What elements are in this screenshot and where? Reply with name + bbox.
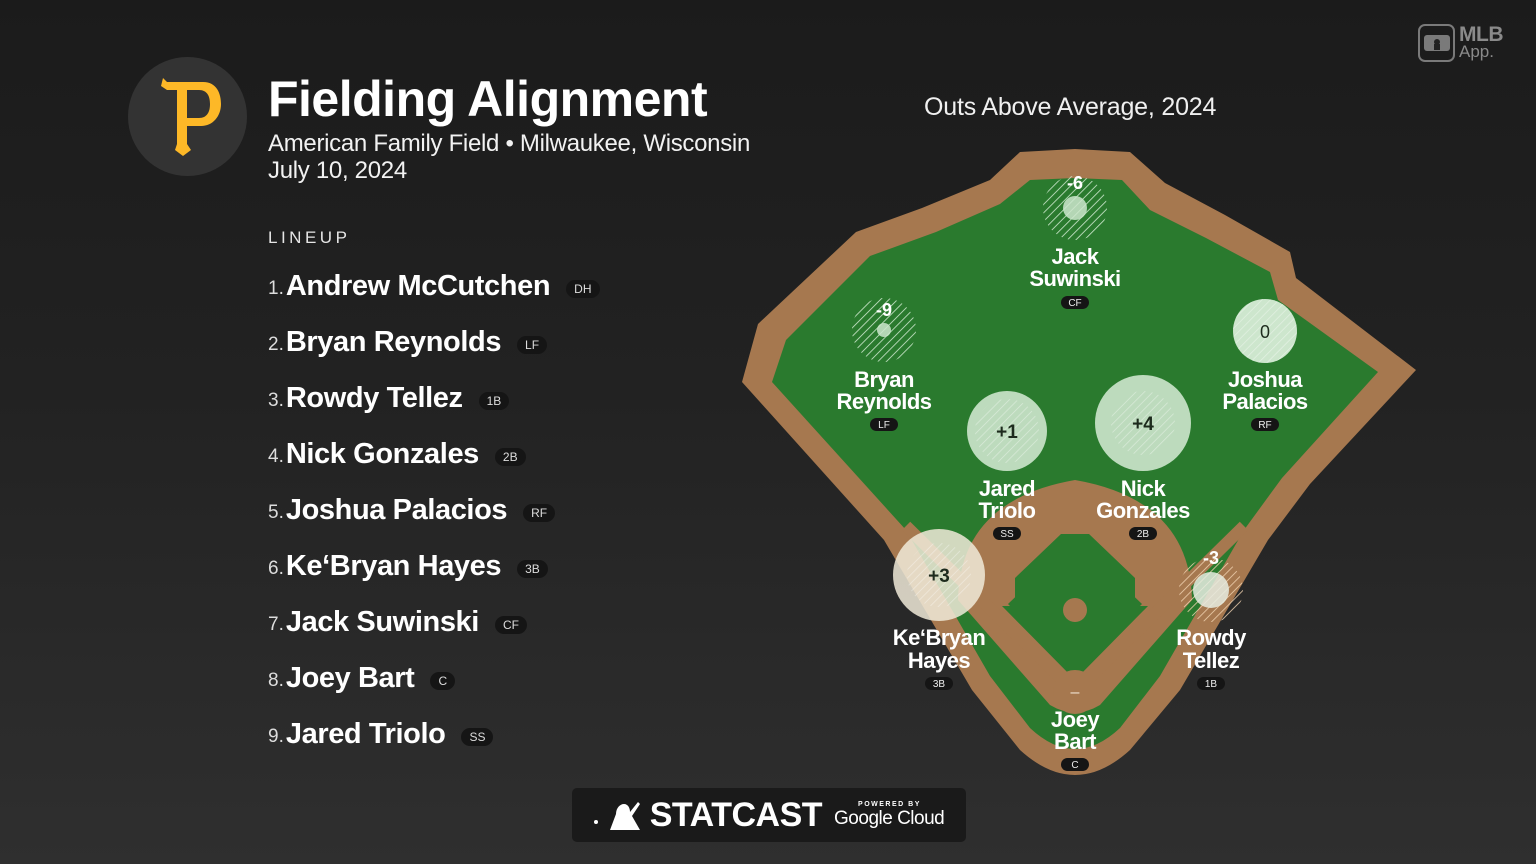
mlb-app-subtext: App. bbox=[1459, 42, 1494, 61]
player-name: Rowdy Tellez bbox=[285, 381, 463, 414]
batting-order: 5. bbox=[268, 502, 284, 523]
fielder-last-name: Hayes bbox=[908, 648, 971, 673]
fielder-last-name: Suwinski bbox=[1029, 266, 1120, 291]
position-badge: RF bbox=[523, 504, 556, 522]
mlb-app-logo: MLB App. bbox=[1418, 23, 1504, 62]
batting-order: 7. bbox=[268, 614, 284, 635]
position-badge: 3B bbox=[517, 560, 548, 578]
pirates-p-logo-icon bbox=[160, 77, 221, 156]
fielder-first-name: Joey bbox=[1051, 707, 1100, 732]
fielder-first-name: Jack bbox=[1052, 244, 1100, 269]
position-badge: DH bbox=[566, 280, 600, 298]
lineup-item: 7. Jack Suwinski CF bbox=[268, 594, 600, 650]
statcast-wordmark: STATCAST bbox=[649, 795, 823, 834]
player-name: Joey Bart bbox=[285, 661, 415, 694]
batter-silhouette-icon bbox=[609, 802, 640, 830]
position-badge: SS bbox=[461, 728, 494, 746]
position-badge: 1B bbox=[1205, 679, 1218, 690]
fielder-last-name: Tellez bbox=[1183, 648, 1240, 673]
fielder-first-name: Rowdy bbox=[1176, 625, 1247, 650]
lineup-item: 9. Jared Triolo SS bbox=[268, 706, 600, 762]
oaa-value: -9 bbox=[876, 300, 892, 320]
page-title: Fielding Alignment bbox=[268, 71, 708, 127]
lineup-heading: LINEUP bbox=[268, 228, 351, 247]
position-badge: CF bbox=[1068, 298, 1081, 309]
fielder-marker-rf: 0 bbox=[1233, 299, 1297, 363]
lineup-item: 2. Bryan Reynolds LF bbox=[268, 314, 600, 370]
fielder-last-name: Gonzales bbox=[1096, 498, 1190, 523]
position-badge: 3B bbox=[933, 679, 946, 690]
lineup-item: 5. Joshua Palacios RF bbox=[268, 482, 600, 538]
batting-order: 1. bbox=[268, 278, 284, 299]
fielder-first-name: Bryan bbox=[854, 367, 914, 392]
position-badge: 1B bbox=[478, 392, 510, 410]
lineup-item: 6. Ke‘Bryan Hayes 3B bbox=[268, 538, 600, 594]
oaa-value: +3 bbox=[928, 566, 950, 587]
oaa-value: 0 bbox=[1260, 322, 1270, 342]
oaa-value: -3 bbox=[1203, 548, 1219, 568]
position-badge: C bbox=[430, 672, 456, 690]
venue-line: American Family Field • Milwaukee, Wisco… bbox=[268, 130, 750, 157]
batting-order: 2. bbox=[268, 334, 284, 355]
position-badge: 2B bbox=[494, 448, 526, 466]
batting-order: 4. bbox=[268, 446, 284, 467]
fielder-last-name: Palacios bbox=[1222, 389, 1308, 414]
dot-icon bbox=[593, 820, 598, 824]
fielder-marker-2b: +4 bbox=[1095, 375, 1191, 471]
player-name: Jack Suwinski bbox=[285, 605, 479, 638]
batting-order: 8. bbox=[268, 670, 284, 691]
fielder-first-name: Jared bbox=[979, 476, 1035, 501]
google-cloud-logo: POWERED BY Google Cloud bbox=[834, 800, 945, 830]
chart-title: Outs Above Average, 2024 bbox=[924, 93, 1217, 121]
pitchers-mound bbox=[1063, 598, 1087, 622]
player-name: Joshua Palacios bbox=[285, 493, 508, 526]
home-plate-circle bbox=[1053, 670, 1097, 714]
position-badge: LF bbox=[517, 336, 548, 354]
oaa-value: – bbox=[1071, 684, 1080, 701]
fielder-marker-3b: +3 bbox=[893, 529, 985, 621]
mlb-batter-icon bbox=[1418, 24, 1455, 62]
player-name: Bryan Reynolds bbox=[285, 325, 502, 358]
fielder-marker-c: – bbox=[1071, 684, 1080, 701]
fielder-first-name: Ke‘Bryan bbox=[893, 625, 986, 650]
lineup-item: 1. Andrew McCutchen DH bbox=[268, 258, 600, 314]
position-badge: CF bbox=[494, 616, 527, 634]
lineup-item: 8. Joey Bart C bbox=[268, 650, 600, 706]
fielder-marker-ss: +1 bbox=[967, 391, 1047, 471]
lineup-item: 4. Nick Gonzales 2B bbox=[268, 426, 600, 482]
position-badge: LF bbox=[878, 420, 890, 431]
team-logo bbox=[128, 57, 247, 176]
google-cloud-label: Google Cloud bbox=[834, 807, 945, 829]
fielder-first-name: Joshua bbox=[1228, 367, 1303, 392]
mlb-app-text: MLB bbox=[1459, 23, 1504, 46]
fielder-last-name: Bart bbox=[1054, 729, 1097, 754]
fielder-last-name: Triolo bbox=[979, 498, 1036, 523]
position-badge: 2B bbox=[1137, 529, 1150, 540]
player-name: Nick Gonzales bbox=[285, 437, 479, 470]
position-badge: C bbox=[1071, 760, 1078, 771]
powered-by-label: POWERED BY bbox=[858, 800, 921, 808]
oaa-value: +4 bbox=[1132, 414, 1154, 435]
batting-order: 9. bbox=[268, 726, 284, 747]
fielder-marker-1b: -3 bbox=[1179, 548, 1243, 622]
batting-order: 6. bbox=[268, 558, 284, 579]
fielder-marker-cf: -6 bbox=[1043, 173, 1107, 240]
fielder-last-name: Reynolds bbox=[836, 389, 931, 414]
position-badge: RF bbox=[1258, 420, 1271, 431]
lineup-item: 3. Rowdy Tellez 1B bbox=[268, 370, 600, 426]
batting-order: 3. bbox=[268, 390, 284, 411]
player-name: Ke‘Bryan Hayes bbox=[285, 549, 502, 582]
player-name: Jared Triolo bbox=[285, 717, 446, 750]
lineup-list: 1. Andrew McCutchen DH 2. Bryan Reynolds… bbox=[268, 258, 600, 762]
outfield-grass bbox=[772, 178, 1378, 749]
statcast-banner: STATCAST POWERED BY Google Cloud bbox=[572, 788, 966, 842]
player-name: Andrew McCutchen bbox=[285, 269, 551, 302]
oaa-value: +1 bbox=[996, 422, 1018, 443]
fielder-first-name: Nick bbox=[1121, 476, 1167, 501]
fielder-marker-lf: -9 bbox=[852, 298, 916, 362]
position-badge: SS bbox=[1000, 529, 1014, 540]
game-date: July 10, 2024 bbox=[268, 157, 407, 184]
oaa-value: -6 bbox=[1067, 173, 1083, 193]
